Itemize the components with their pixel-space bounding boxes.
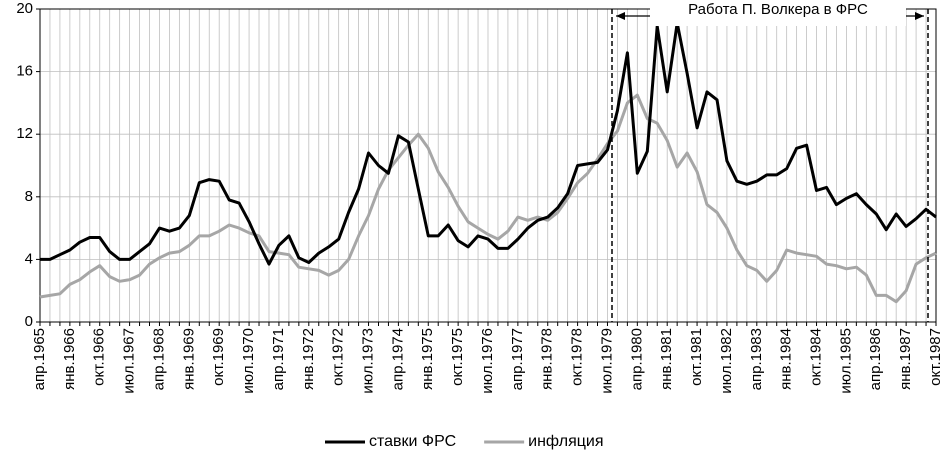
x-tick-label: июл.1970 (240, 328, 257, 394)
x-tick-label: янв.1972 (300, 328, 317, 390)
x-tick-label: янв.1978 (539, 328, 556, 390)
x-tick-label: апр.1983 (748, 328, 765, 390)
x-tick-label: апр.1971 (270, 328, 287, 390)
x-tick-label: июл.1982 (718, 328, 735, 394)
x-tick-label: июл.1976 (479, 328, 496, 394)
x-tick-label: апр.1977 (509, 328, 526, 390)
x-tick-label: апр.1980 (628, 328, 645, 390)
legend-label: ставки ФРС (369, 433, 456, 450)
annotation-bg (650, 4, 906, 26)
legend-label: инфляция (528, 433, 603, 450)
x-tick-label: янв.1969 (180, 328, 197, 390)
x-tick-label: апр.1986 (867, 328, 884, 390)
y-tick-label: 16 (16, 63, 33, 80)
x-tick-label: июл.1985 (837, 328, 854, 394)
x-tick-label: янв.1975 (419, 328, 436, 390)
x-tick-label: окт.1966 (91, 328, 108, 386)
x-tick-label: апр.1968 (150, 328, 167, 390)
x-tick-label: июл.1973 (360, 328, 377, 394)
x-tick-label: окт.1981 (688, 328, 705, 386)
x-tick-label: окт.1972 (330, 328, 347, 386)
y-tick-label: 8 (25, 188, 33, 205)
grid: 0 4 8 12 16 20 апр.1965 янв.1966 окт.1966 июл.196… (16, 0, 944, 394)
x-tick-label: янв.1987 (897, 328, 914, 390)
y-tick-label: 12 (16, 125, 33, 142)
x-tick-label: апр.1965 (31, 328, 48, 390)
plot (39, 21, 937, 304)
x-tick-label: апр.1974 (389, 328, 406, 390)
y-tick-label: 4 (25, 250, 33, 267)
x-tick-label: июл.1967 (121, 328, 138, 394)
series-line (40, 21, 937, 266)
x-tick-label: окт.1978 (569, 328, 586, 386)
x-tick-label: окт.1984 (808, 328, 825, 386)
annotation: Работа П. Волкера в ФРС (688, 1, 868, 18)
series-line (39, 93, 937, 304)
y-tick-label: 0 (25, 313, 33, 330)
x-tick-label: янв.1966 (61, 328, 78, 390)
x-tick-label: окт.1975 (449, 328, 466, 386)
x-tick-label: окт.1987 (927, 328, 944, 386)
x-tick-label: янв.1981 (658, 328, 675, 390)
x-tick-label: июл.1979 (598, 328, 615, 394)
x-tick-label: окт.1969 (210, 328, 227, 386)
x-tick-label: янв.1984 (778, 328, 795, 390)
y-tick-label: 20 (16, 0, 33, 17)
